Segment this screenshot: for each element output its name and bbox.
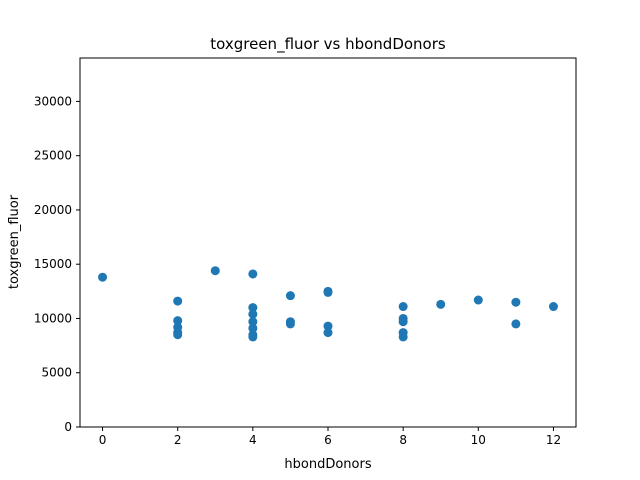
y-tick-label: 25000 [34, 149, 72, 163]
data-point [473, 295, 483, 305]
x-tick-label: 6 [324, 433, 332, 447]
plot-frame [79, 57, 577, 428]
data-points [98, 266, 558, 342]
x-tick-label: 8 [399, 433, 407, 447]
data-point [511, 297, 521, 307]
data-point [398, 302, 408, 312]
data-point [248, 317, 258, 327]
x-tick-label: 4 [249, 433, 257, 447]
data-point [323, 321, 333, 331]
y-tick-label: 15000 [34, 257, 72, 271]
data-point [173, 330, 183, 340]
data-point [173, 296, 183, 306]
y-tick-label: 30000 [34, 94, 72, 108]
data-point [511, 319, 521, 329]
x-tick-label: 10 [471, 433, 486, 447]
y-tick-label: 20000 [34, 203, 72, 217]
axis-ticks: 0 2 4 6 8 10 12 0 5000 10000 15000 20000 25000 30000 [34, 94, 561, 447]
data-point [436, 299, 446, 309]
x-axis-label: hbondDonors [284, 457, 371, 472]
data-point [248, 332, 258, 342]
y-axis-label: toxgreen_fluor [7, 194, 22, 289]
data-point [285, 291, 295, 301]
data-point [248, 303, 258, 313]
data-point [398, 317, 408, 327]
data-point [248, 269, 258, 279]
x-tick-label: 2 [174, 433, 182, 447]
data-point [248, 323, 258, 333]
x-tick-label: 0 [99, 433, 107, 447]
y-tick-label: 0 [64, 420, 72, 434]
data-point [323, 286, 333, 296]
data-point [548, 302, 558, 312]
data-point [173, 316, 183, 326]
data-point [210, 266, 220, 276]
data-point [285, 319, 295, 329]
data-point [248, 309, 258, 319]
data-point [323, 328, 333, 338]
chart-title: toxgreen_fluor vs hbondDonors [210, 35, 446, 54]
data-point [398, 332, 408, 342]
y-tick-label: 10000 [34, 311, 72, 325]
data-point [98, 272, 108, 282]
x-tick-label: 12 [546, 433, 561, 447]
y-tick-label: 5000 [41, 366, 72, 380]
